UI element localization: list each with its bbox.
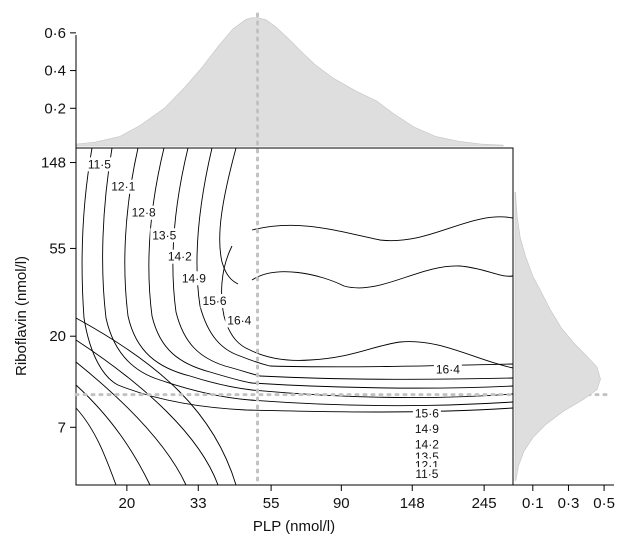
right-density-tick-label: 0·3 (558, 495, 580, 512)
x-tick-label: 20 (119, 495, 136, 512)
contour-line (221, 245, 514, 369)
contour-label: 15·6 (415, 407, 439, 421)
x-tick-label: 245 (472, 495, 497, 512)
y-tick-label: 55 (49, 240, 66, 257)
top-density-tick-label: 0·4 (44, 63, 66, 80)
x-tick-label: 55 (263, 495, 280, 512)
contour-line (102, 147, 514, 407)
top-density-y-ticks: 0·2 0·4 0·6 (44, 25, 76, 117)
contour-line (75, 317, 237, 486)
contour-line (251, 216, 514, 242)
contour-lines (75, 147, 514, 486)
y-tick-label: 20 (49, 328, 66, 345)
contour-label-background (412, 422, 441, 437)
y-axis-ticks: 7 20 55 148 (41, 155, 76, 436)
contour-line (75, 361, 187, 486)
x-tick-label: 33 (190, 495, 207, 512)
contour-line (148, 147, 514, 389)
contour-label-background (109, 179, 138, 194)
y-tick-label: 148 (41, 155, 66, 172)
contour-label: 14·2 (415, 437, 439, 451)
main-plot-frame (75, 147, 514, 486)
contour-label-background (412, 437, 441, 452)
contour-label: 11·5 (415, 467, 438, 481)
top-density-tick-label: 0·6 (44, 25, 66, 42)
y-axis-title: Riboflavin (nmol/l) (13, 256, 30, 376)
x-tick-label: 90 (333, 495, 350, 512)
contour-label: 12·1 (111, 180, 135, 194)
contour-label: 12·8 (132, 206, 156, 220)
contour-label: 16·4 (436, 363, 460, 377)
contour-line (251, 265, 514, 289)
right-density-tick-label: 0·1 (522, 495, 544, 512)
top-density-tick-label: 0·2 (44, 100, 66, 117)
contour-label-background (165, 249, 194, 264)
y-tick-label: 7 (58, 419, 66, 436)
contour-label-background (225, 313, 254, 328)
contour-line (81, 147, 514, 413)
contour-label: 16·4 (227, 313, 251, 327)
contour-label: 14·9 (415, 422, 439, 436)
x-tick-label: 148 (400, 495, 425, 512)
x-axis-ticks: 20 33 55 90 148 245 (119, 485, 497, 512)
right-density-panel: 0·1 0·3 0·5 (513, 192, 615, 512)
contour-line (172, 147, 514, 380)
contour-line (75, 384, 151, 486)
right-density-tick-label: 0·5 (593, 495, 615, 512)
contour-label: 14·2 (168, 250, 192, 264)
contour-label-background (412, 406, 441, 421)
contour-label-background (85, 157, 114, 172)
top-density-area (75, 17, 504, 147)
right-density-area (514, 192, 601, 481)
contour-label-background (150, 228, 179, 243)
contour-line (75, 339, 219, 486)
contour-line (124, 147, 514, 398)
contour-line (196, 147, 514, 368)
contour-label: 11·5 (88, 157, 111, 171)
contour-label: 14·9 (182, 271, 206, 285)
contour-label-background (200, 294, 229, 309)
contour-line (75, 407, 117, 486)
contour-label-background (179, 271, 208, 286)
contour-label-background (412, 467, 441, 482)
x-axis-title: PLP (nmol/l) (253, 518, 335, 535)
top-density-panel: 0·2 0·4 0·6 (44, 17, 504, 148)
contour-label-background (129, 205, 158, 220)
right-density-x-ticks: 0·1 0·3 0·5 (522, 485, 615, 512)
contour-line (219, 147, 239, 285)
contour-labels: 11·512·112·813·514·214·915·616·416·415·6… (85, 157, 462, 482)
contour-label: 13·5 (152, 228, 176, 242)
contour-label-background (433, 362, 462, 377)
contour-label: 15·6 (203, 294, 227, 308)
